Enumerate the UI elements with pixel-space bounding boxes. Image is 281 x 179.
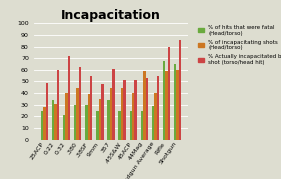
Bar (85, 105, 88, 140)
Bar (43, 107, 46, 140)
Bar (118, 110, 121, 140)
Bar (165, 71, 168, 140)
Bar (90, 76, 92, 140)
Bar (152, 106, 154, 140)
Bar (157, 76, 159, 140)
Bar (121, 88, 123, 140)
Bar (174, 64, 176, 140)
Bar (65, 93, 68, 140)
Legend: % of hits that were fatal
(Head/torso), % of incapacitating shots
(Head/torso), : % of hits that were fatal (Head/torso), … (197, 24, 281, 66)
Bar (107, 100, 110, 140)
Bar (168, 47, 170, 140)
Bar (99, 99, 101, 140)
Bar (130, 110, 132, 140)
Bar (63, 115, 65, 140)
Bar (134, 80, 137, 140)
Bar (79, 67, 81, 140)
Bar (96, 110, 99, 140)
Bar (123, 80, 126, 140)
Bar (74, 105, 76, 140)
Bar (140, 110, 143, 140)
Bar (143, 71, 146, 140)
Bar (154, 93, 157, 140)
Bar (76, 88, 79, 140)
Bar (146, 78, 148, 140)
Bar (163, 61, 165, 140)
Title: Incapacitation: Incapacitation (61, 9, 161, 22)
Bar (54, 103, 57, 140)
Bar (88, 94, 90, 140)
Bar (46, 83, 48, 140)
Bar (52, 100, 54, 140)
Bar (57, 70, 59, 140)
Bar (101, 84, 104, 140)
Bar (41, 110, 43, 140)
Bar (110, 88, 112, 140)
Bar (179, 40, 181, 140)
Bar (176, 70, 179, 140)
Bar (132, 93, 134, 140)
Bar (68, 56, 70, 140)
Bar (112, 69, 115, 140)
